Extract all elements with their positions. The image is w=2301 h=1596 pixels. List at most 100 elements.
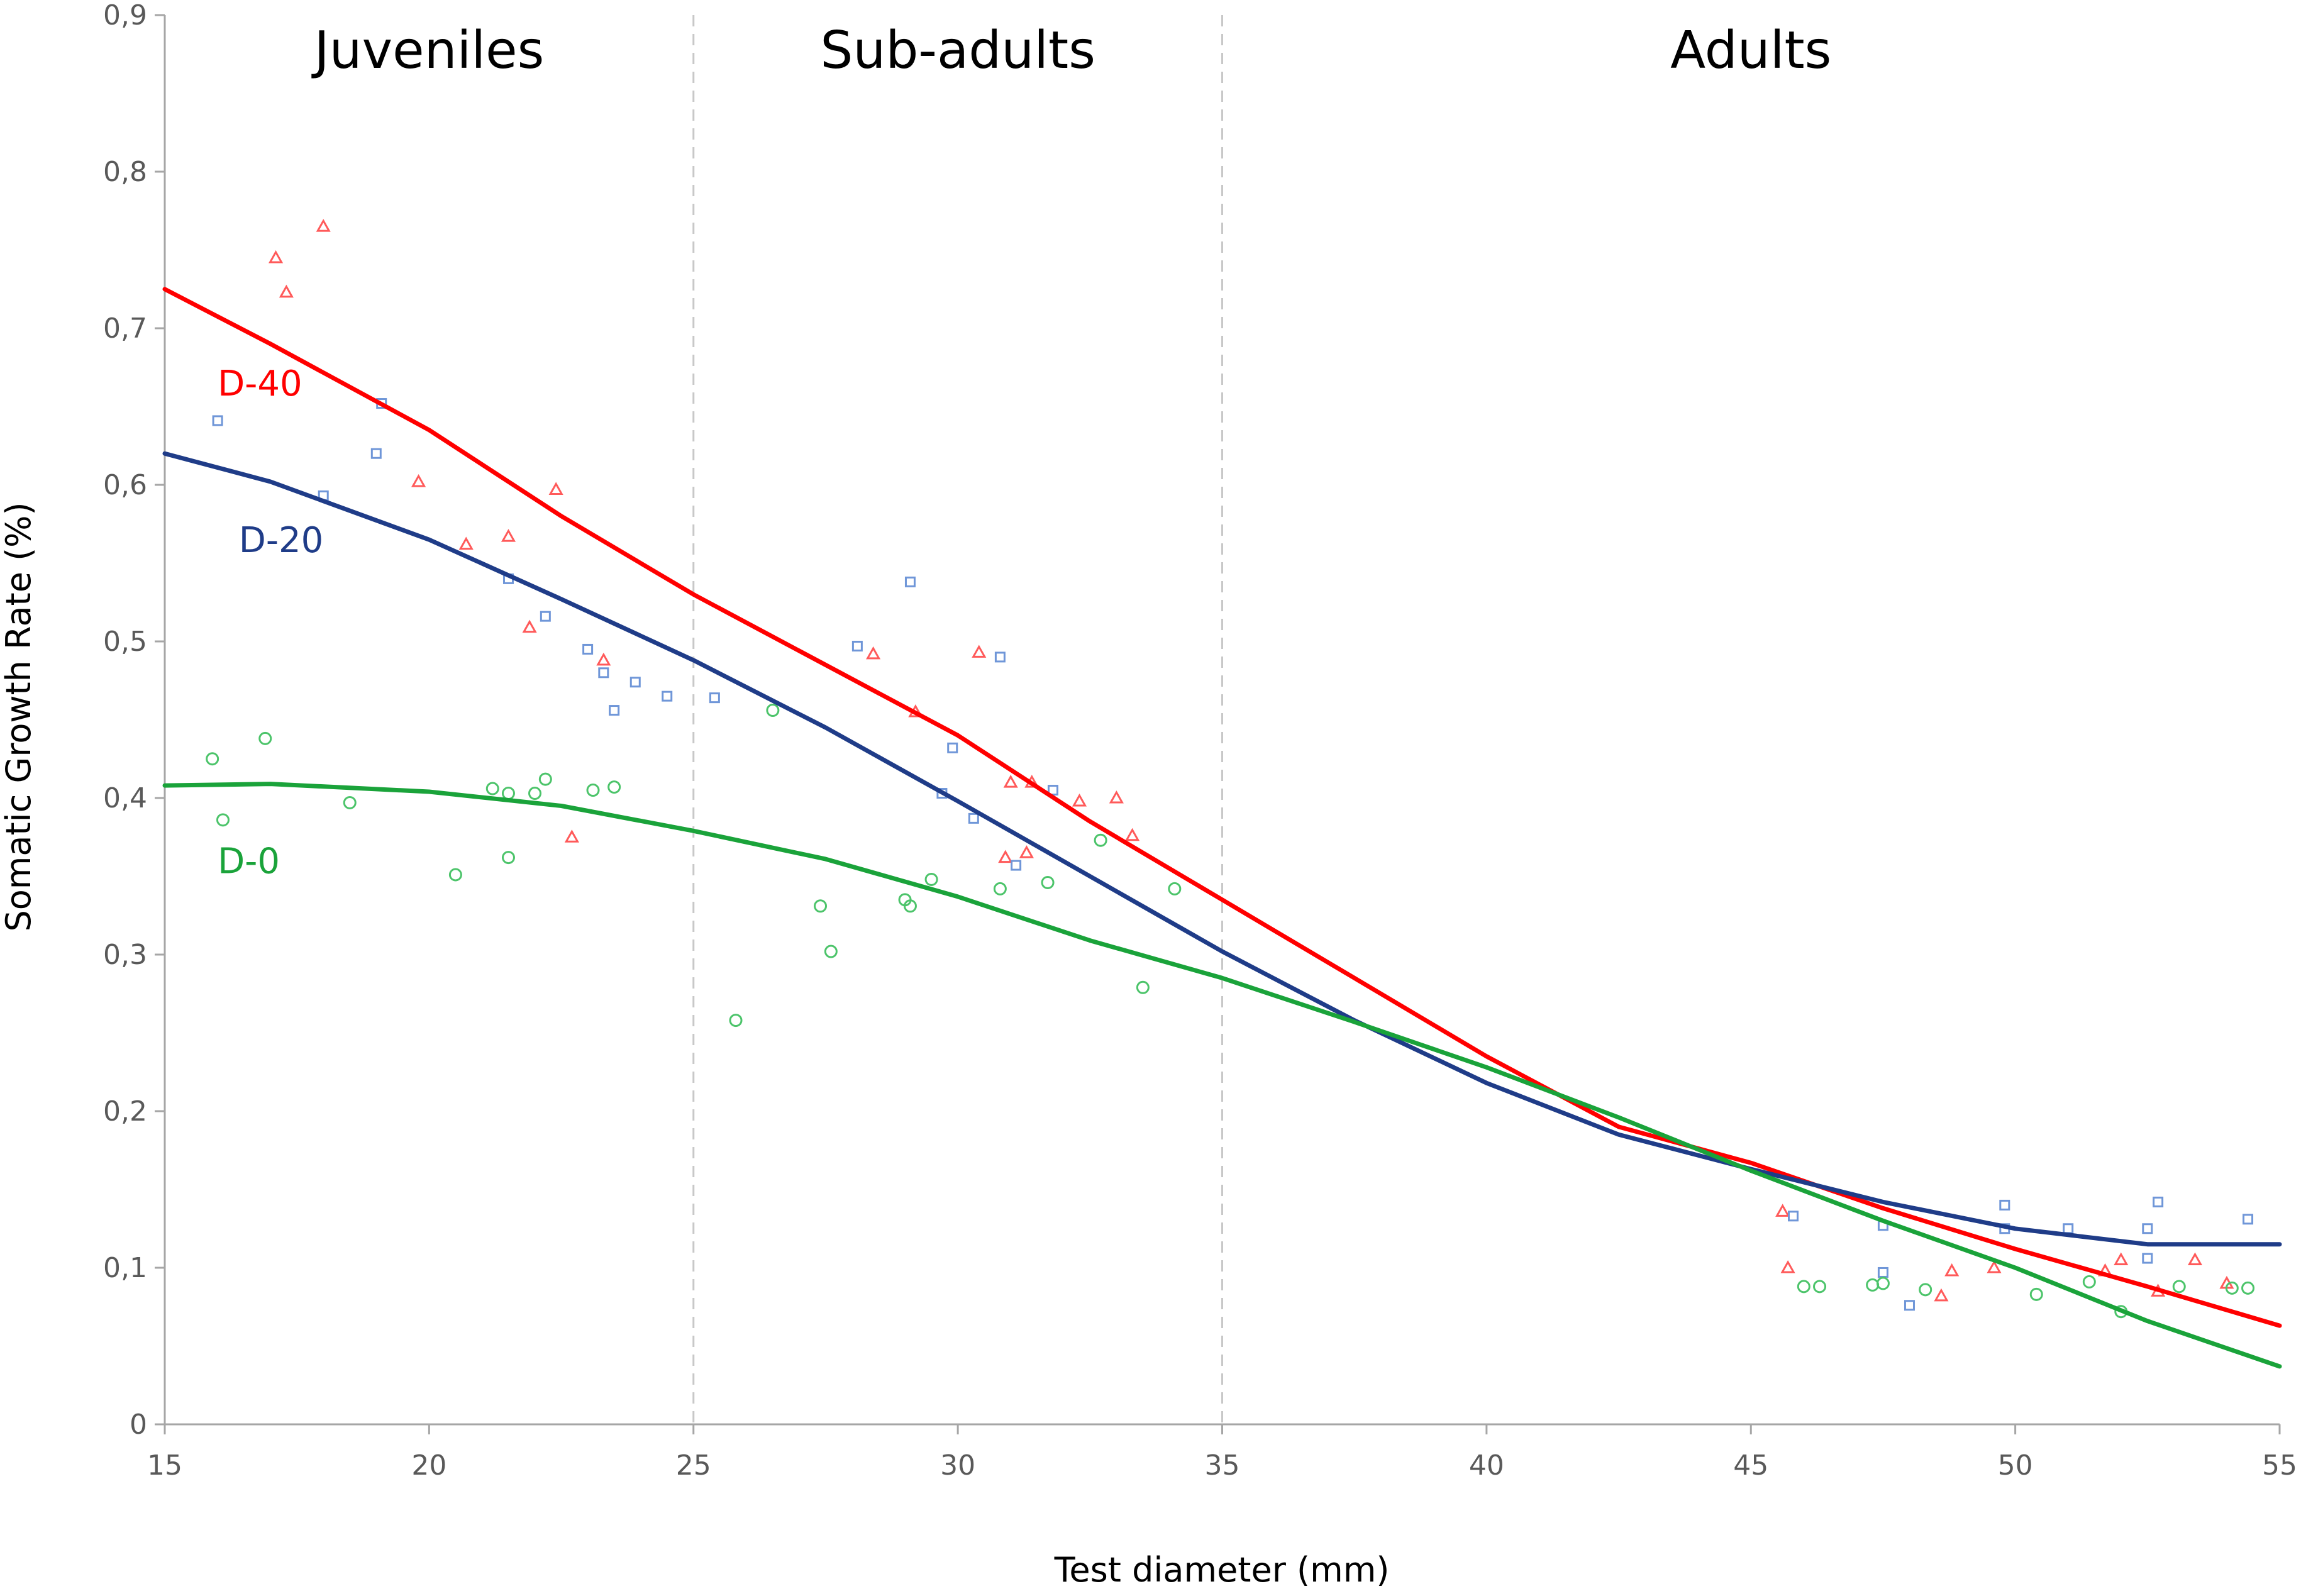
y-tick-label: 0,1 [103, 1252, 147, 1284]
d-20-point [1904, 1300, 1915, 1311]
d-20-point [2153, 1196, 2164, 1207]
d-40-point [866, 646, 881, 660]
d-0-point [1094, 833, 1107, 847]
x-tick-label: 15 [147, 1449, 182, 1482]
y-tick-label: 0,4 [103, 782, 147, 814]
d-40-point [596, 652, 611, 666]
d-20-point [2142, 1223, 2153, 1234]
stage-labels: Juveniles Sub-adults Adults [311, 21, 1831, 80]
y-tick-label: 0,8 [103, 156, 147, 188]
d-20-point [709, 692, 720, 704]
stage-label: Adults [1670, 21, 1831, 80]
d-0-point [824, 945, 838, 958]
d-20-point [370, 448, 382, 459]
x-tick-label: 20 [411, 1449, 446, 1482]
d-0-point [1876, 1277, 1890, 1290]
d-40-point [1125, 828, 1140, 841]
x-tick-label: 45 [1733, 1449, 1768, 1482]
d-0-point [1919, 1283, 1932, 1297]
x-ticks: 15 20 25 30 35 40 45 50 55 [147, 1424, 2297, 1482]
d-40-point [972, 645, 987, 658]
d-0-point [538, 772, 552, 786]
d-0-label: D-0 [218, 841, 280, 882]
x-tick-label: 25 [676, 1449, 711, 1482]
d-40-point [1944, 1263, 1960, 1277]
d-20-point [947, 742, 958, 753]
x-tick-label: 30 [940, 1449, 975, 1482]
d-0-point [1041, 875, 1055, 889]
trend-lines [162, 287, 2282, 1369]
d-0-point [903, 899, 917, 913]
d-20-point [2063, 1223, 2074, 1234]
series-labels: D-40 D-20 D-0 [218, 363, 323, 882]
d-20-point [994, 651, 1006, 663]
stage-label: Sub-adults [820, 21, 1095, 80]
d-40-point [1775, 1204, 1790, 1217]
d-40-point [2187, 1252, 2203, 1266]
d-40-point [411, 474, 426, 487]
y-tick-label: 0,9 [103, 0, 147, 31]
d-40-label: D-40 [218, 363, 302, 404]
d-40-point [1109, 790, 1124, 804]
d-20-point [2142, 1253, 2153, 1264]
d-40-point [1934, 1288, 1949, 1302]
d-40-point [1072, 793, 1087, 807]
data-points [206, 219, 2255, 1319]
d-20-trend-line [162, 451, 2282, 1247]
x-tick-label: 50 [1998, 1449, 2033, 1482]
y-tick-label: 0 [130, 1409, 147, 1441]
d-0-point [206, 752, 219, 766]
d-20-point [582, 643, 594, 655]
d-40-point [1987, 1260, 2002, 1273]
d-0-point [1136, 980, 1150, 994]
d-20-point [2243, 1214, 2254, 1225]
d-0-point [766, 704, 780, 718]
d-0-point [528, 787, 542, 801]
y-tick-label: 0,2 [103, 1095, 147, 1128]
d-0-point [1168, 882, 1182, 895]
d-0-point [258, 731, 272, 745]
d-20-point [662, 690, 673, 702]
d-20-point [904, 576, 916, 587]
d-0-point [586, 784, 600, 797]
d-0-point [1813, 1280, 1827, 1294]
d-0-point [1866, 1278, 1880, 1292]
d-0-trend-line [162, 782, 2282, 1369]
d-0-point [216, 813, 230, 827]
d-20-point [598, 667, 609, 679]
d-40-point [316, 219, 331, 232]
d-20-point [609, 705, 620, 716]
x-tick-label: 40 [1469, 1449, 1504, 1482]
x-tick-label: 55 [2262, 1449, 2297, 1482]
d-0-point [993, 882, 1007, 895]
d-0-point [814, 899, 828, 913]
y-tick-label: 0,7 [103, 313, 147, 345]
d-40-point [279, 284, 294, 298]
d-40-point [998, 850, 1013, 863]
y-tick-label: 0,3 [103, 939, 147, 971]
d-40-point [2114, 1252, 2129, 1266]
d-40-point [501, 529, 516, 542]
x-axis-title: Test diameter (mm) [1054, 1550, 1390, 1590]
d-40-point [1003, 775, 1018, 788]
d-40-point [268, 250, 284, 263]
d-40-point [458, 536, 474, 550]
stage-label: Juveniles [311, 21, 544, 80]
y-axis-title: Somatic Growth Rate (%) [0, 502, 38, 931]
y-tick-label: 0,5 [103, 626, 147, 658]
d-0-point [501, 787, 515, 801]
y-tick-label: 0,6 [103, 469, 147, 501]
d-20-point [1011, 860, 1022, 871]
d-20-point [1877, 1266, 1888, 1278]
d-40-point [564, 829, 579, 843]
d-0-point [501, 851, 515, 865]
d-40-point [548, 482, 563, 495]
d-0-point [924, 872, 938, 886]
stage-dividers [692, 15, 1223, 1424]
d-20-label: D-20 [239, 520, 324, 561]
d-0-point [2241, 1281, 2255, 1295]
d-20-point [1999, 1199, 2010, 1211]
d-20-point [851, 640, 863, 651]
d-20-point [629, 677, 641, 688]
x-tick-label: 35 [1205, 1449, 1240, 1482]
